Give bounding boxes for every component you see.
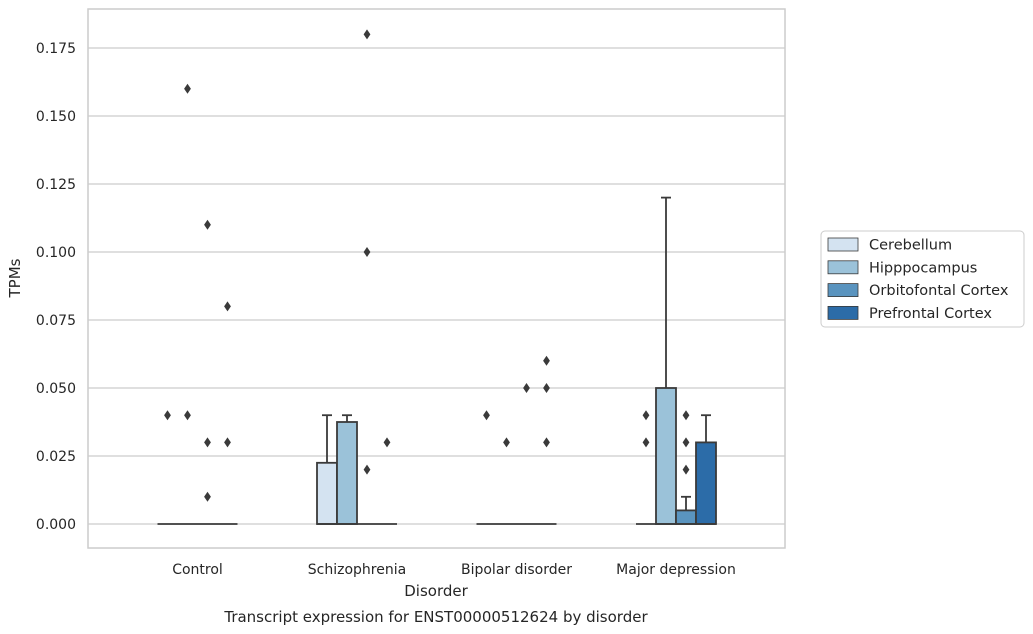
legend-label: Hipppocampus — [869, 260, 977, 276]
outlier-point — [543, 437, 550, 448]
box-group — [217, 301, 238, 525]
outlier-point — [543, 383, 550, 393]
box-group — [496, 437, 517, 525]
chart-caption: Transcript expression for ENST0000051262… — [223, 608, 648, 626]
legend-swatch — [827, 305, 859, 320]
outlier-point — [523, 383, 530, 393]
legend: Cerebellum Hipppocampus Orbitofontal Corte… — [820, 230, 1025, 328]
outlier-point — [363, 29, 371, 40]
box-group — [695, 414, 717, 525]
outlier-point — [642, 437, 650, 448]
x-tick-labels: Control Schizophrenia Bipolar disorder Majo… — [172, 562, 736, 578]
outlier-point — [682, 410, 690, 421]
y-axis-label: TPMs — [6, 258, 24, 298]
box-group — [336, 414, 358, 525]
box-group — [675, 410, 697, 525]
box-group — [655, 196, 677, 525]
x-tick-label: Control — [172, 562, 223, 578]
box-body — [675, 509, 697, 525]
outlier-point — [682, 464, 690, 475]
box-group — [177, 83, 198, 525]
box-body — [695, 441, 717, 525]
outlier-point — [184, 83, 191, 94]
outlier-point — [363, 247, 371, 257]
box-group — [197, 219, 218, 525]
y-tick-labels: 0.000 0.025 0.050 0.075 0.100 0.125 0.150 0.175 — [36, 41, 76, 533]
y-tick-label: 0.150 — [36, 109, 76, 125]
legend-swatch — [827, 283, 859, 298]
y-tick-label: 0.075 — [36, 313, 76, 329]
box-group — [636, 410, 656, 525]
y-tick-label: 0.175 — [36, 41, 76, 57]
x-tick-label: Schizophrenia — [308, 562, 406, 578]
box-group — [377, 437, 397, 525]
y-tick-label: 0.125 — [36, 177, 76, 193]
box-body — [336, 421, 358, 525]
box-group — [476, 410, 497, 525]
outlier-point — [543, 355, 550, 366]
outlier-point — [184, 410, 191, 421]
outlier-point — [642, 410, 650, 421]
box-group — [536, 355, 557, 525]
box-group — [357, 29, 377, 525]
x-tick-label: Bipolar disorder — [461, 562, 572, 578]
box-group — [157, 410, 178, 525]
box-body — [655, 387, 677, 525]
plot-frame — [87, 8, 786, 549]
legend-swatch — [827, 237, 859, 252]
legend-swatch — [827, 260, 859, 275]
gridlines — [88, 47, 785, 525]
legend-frame — [820, 230, 1025, 328]
outlier-point — [363, 464, 371, 475]
x-axis-label: Disorder — [404, 582, 468, 600]
y-tick-label: 0.000 — [36, 517, 76, 533]
outlier-point — [204, 437, 211, 448]
legend-label: Cerebellum — [869, 238, 952, 254]
outlier-point — [204, 219, 211, 230]
outlier-point — [204, 491, 211, 502]
box-body — [316, 461, 338, 525]
x-tick-label: Major depression — [616, 562, 736, 578]
outlier-point — [224, 437, 231, 448]
legend-label: Prefrontal Cortex — [869, 306, 992, 322]
box-group — [316, 414, 338, 525]
box-group — [516, 383, 537, 525]
outlier-point — [503, 437, 510, 448]
box-plot-series — [157, 29, 717, 525]
outlier-point — [164, 410, 171, 421]
y-tick-label: 0.025 — [36, 449, 76, 465]
y-tick-label: 0.100 — [36, 245, 76, 261]
outlier-point — [224, 301, 231, 312]
y-tick-label: 0.050 — [36, 381, 76, 397]
outlier-point — [682, 437, 690, 448]
outlier-point — [483, 410, 490, 421]
legend-label: Orbitofontal Cortex — [869, 283, 1009, 299]
outlier-point — [383, 437, 391, 448]
